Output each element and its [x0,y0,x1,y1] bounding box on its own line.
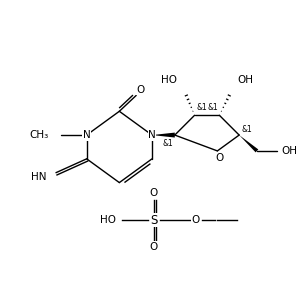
Text: &1: &1 [163,140,173,149]
Text: O: O [215,153,224,163]
Text: &1: &1 [196,103,207,112]
Text: N: N [148,130,156,140]
Text: &1: &1 [242,125,253,134]
Polygon shape [239,135,258,152]
Text: CH₃: CH₃ [30,130,49,140]
Text: HN: HN [30,172,46,182]
Text: HO: HO [161,75,177,85]
Text: O: O [150,242,158,252]
Text: OH: OH [237,75,253,85]
Text: O: O [150,188,158,198]
Polygon shape [152,133,175,138]
Text: O: O [192,215,200,225]
Text: S: S [150,214,158,227]
Text: HO: HO [100,215,116,225]
Text: &1: &1 [207,103,218,112]
Text: N: N [83,130,91,140]
Text: OH: OH [282,146,298,156]
Text: O: O [136,85,144,95]
